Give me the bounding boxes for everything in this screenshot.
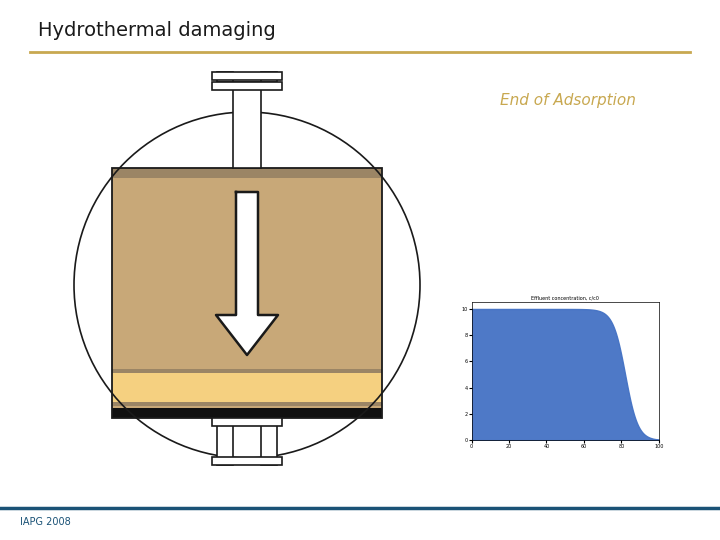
Bar [112,408,382,418]
Bar [112,168,382,418]
Bar [212,82,282,90]
Bar [112,168,382,418]
Bar [112,373,382,402]
Bar [236,192,258,315]
Bar [233,82,261,168]
Bar [217,418,233,465]
Polygon shape [216,315,278,355]
Bar [212,418,282,426]
Bar [217,72,233,82]
Bar [261,418,277,465]
Bar [261,72,277,82]
Bar [112,369,382,373]
Bar [112,402,382,406]
Text: IAPG 2008: IAPG 2008 [20,517,71,527]
Text: End of Adsorption: End of Adsorption [500,92,636,107]
Bar [212,457,282,465]
Text: Hydrothermal damaging: Hydrothermal damaging [38,21,276,39]
Bar [112,168,382,178]
Title: Effluent concentration, c/c0: Effluent concentration, c/c0 [531,295,599,301]
Bar [212,72,282,80]
